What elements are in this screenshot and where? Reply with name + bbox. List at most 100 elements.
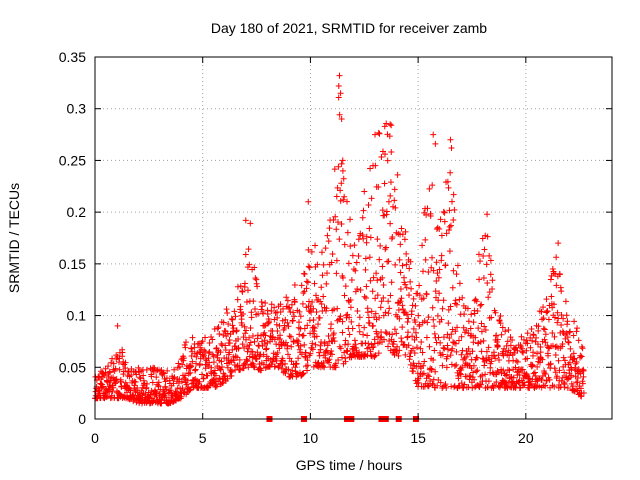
data-point	[421, 318, 428, 325]
data-point	[384, 157, 391, 164]
data-point	[293, 360, 300, 367]
data-point	[233, 328, 240, 335]
data-point	[449, 284, 456, 291]
data-point	[106, 369, 113, 376]
data-point	[447, 352, 454, 359]
data-point	[406, 353, 413, 360]
data-point	[337, 313, 344, 320]
data-point	[456, 280, 463, 287]
data-point	[251, 364, 258, 371]
data-point	[467, 325, 474, 332]
data-point	[388, 279, 395, 286]
data-point	[434, 382, 441, 389]
data-point	[342, 341, 349, 348]
data-point	[424, 205, 431, 212]
data-point	[365, 314, 372, 321]
data-point	[249, 332, 256, 339]
data-point	[246, 334, 253, 341]
data-point	[553, 282, 560, 289]
data-point	[388, 148, 395, 155]
data-point	[132, 379, 139, 386]
data-point	[362, 255, 369, 262]
data-point	[231, 308, 238, 315]
data-point	[530, 349, 537, 356]
data-point	[446, 248, 453, 255]
data-point	[549, 304, 556, 311]
data-point	[247, 339, 254, 346]
data-point	[453, 271, 460, 278]
data-point	[421, 358, 428, 365]
data-point	[204, 372, 211, 379]
data-point	[458, 366, 465, 373]
data-point	[449, 345, 456, 352]
data-point	[485, 344, 492, 351]
data-point	[529, 337, 536, 344]
data-point	[252, 306, 259, 313]
data-point	[478, 381, 485, 388]
data-point	[444, 331, 451, 338]
data-point	[337, 345, 344, 352]
data-point	[381, 123, 388, 130]
data-point	[348, 318, 355, 325]
data-point	[336, 236, 343, 243]
data-point	[435, 274, 442, 281]
data-point	[487, 257, 494, 264]
data-point	[234, 296, 241, 303]
data-point	[339, 157, 346, 164]
data-point	[301, 270, 308, 277]
data-point	[480, 356, 487, 363]
data-point	[399, 306, 406, 313]
data-point	[285, 323, 292, 330]
data-point	[336, 72, 343, 79]
data-point	[579, 380, 586, 387]
data-point	[482, 326, 489, 333]
data-point	[319, 272, 326, 279]
data-point	[206, 339, 213, 346]
data-point	[313, 333, 320, 340]
data-point	[556, 271, 563, 278]
data-point	[125, 368, 132, 375]
data-point	[331, 306, 338, 313]
data-point	[453, 348, 460, 355]
data-point	[191, 377, 198, 384]
data-point	[448, 145, 455, 152]
data-point	[264, 320, 271, 327]
data-point	[396, 315, 403, 322]
data-point	[396, 256, 403, 263]
data-point	[425, 314, 432, 321]
data-point	[328, 259, 335, 266]
data-point	[288, 358, 295, 365]
data-point	[258, 306, 265, 313]
data-point	[351, 242, 358, 249]
data-point	[323, 280, 330, 287]
data-point	[269, 358, 276, 365]
data-point	[163, 375, 170, 382]
data-point	[228, 315, 235, 322]
data-point	[239, 288, 246, 295]
data-point	[423, 291, 430, 298]
data-point	[570, 356, 577, 363]
data-point	[545, 316, 552, 323]
data-point	[537, 359, 544, 366]
data-point	[448, 383, 455, 390]
data-point	[206, 359, 213, 366]
data-point	[494, 336, 501, 343]
data-point	[542, 382, 549, 389]
data-point	[344, 229, 351, 236]
data-point	[383, 244, 390, 251]
data-point	[423, 334, 430, 341]
data-point	[136, 390, 143, 397]
data-point	[397, 241, 404, 248]
data-point	[407, 278, 414, 285]
data-points	[92, 72, 587, 407]
data-point	[478, 328, 485, 335]
data-point	[378, 333, 385, 340]
data-point	[507, 342, 514, 349]
data-point	[425, 382, 432, 389]
y-axis-label: SRMTID / TECUs	[6, 183, 22, 293]
data-point	[247, 220, 254, 227]
data-point	[553, 254, 560, 261]
data-point	[347, 304, 354, 311]
data-point	[290, 309, 297, 316]
data-point	[437, 379, 444, 386]
